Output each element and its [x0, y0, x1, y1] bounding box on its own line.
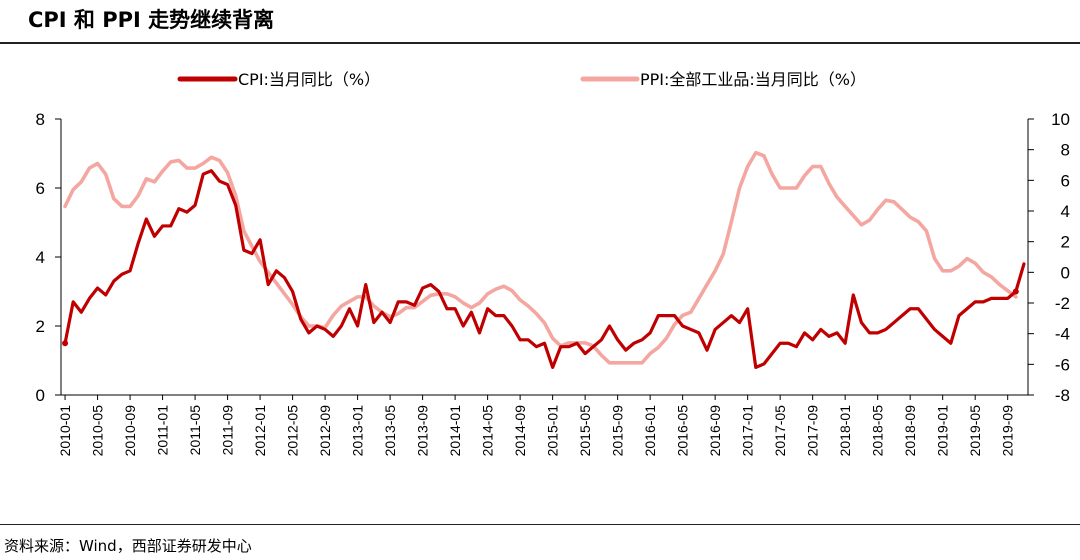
x-tick-label: 2019-01 — [935, 405, 951, 457]
legend-label-ppi: PPI:全部工业品:当月同比（%） — [640, 70, 866, 89]
series-line-ppi — [63, 150, 1018, 365]
left-tick-label: 0 — [36, 386, 45, 405]
right-tick-label: 4 — [1061, 202, 1070, 221]
x-tick-label: 2016-09 — [707, 405, 723, 457]
x-tick-label: 2015-05 — [577, 405, 593, 457]
x-tick-label: 2011-05 — [187, 405, 203, 456]
right-tick-label: 10 — [1051, 110, 1070, 129]
right-tick-label: 0 — [1061, 263, 1070, 282]
x-tick-label: 2017-09 — [805, 405, 821, 457]
x-tick-label: 2015-09 — [610, 405, 626, 457]
chart-title: CPI 和 PPI 走势继续背离 — [28, 8, 275, 32]
right-tick-label: -4 — [1055, 325, 1070, 344]
x-tick-label: 2016-05 — [675, 405, 691, 457]
x-tick-label: 2017-01 — [740, 405, 756, 457]
source-note: 资料来源：Wind，西部证券研发中心 — [4, 537, 252, 555]
right-axis-ticks: -8 -6 -4 -2 0 2 4 6 8 10 — [1028, 110, 1070, 405]
data-point — [1012, 288, 1019, 295]
x-tick-label: 2016-01 — [642, 405, 658, 457]
series-line-cpi — [63, 169, 1026, 369]
x-tick-label: 2019-05 — [967, 405, 983, 457]
x-tick-label: 2010-01 — [57, 405, 73, 457]
data-point — [62, 340, 69, 347]
x-tick-label: 2010-09 — [122, 405, 138, 457]
x-tick-label: 2013-05 — [382, 405, 398, 457]
right-tick-label: -2 — [1055, 294, 1070, 313]
x-tick-label: 2011-09 — [220, 405, 236, 456]
x-tick-label: 2012-09 — [317, 405, 333, 457]
x-tick-label: 2018-01 — [837, 405, 853, 457]
x-tick-label: 2013-09 — [415, 405, 431, 457]
left-axis-ticks: 0 2 4 6 8 — [36, 110, 61, 405]
right-tick-label: -8 — [1055, 386, 1070, 405]
series-layer — [62, 150, 1026, 369]
x-tick-label: 2013-01 — [350, 405, 366, 457]
x-tick-label: 2017-05 — [772, 405, 788, 457]
left-tick-label: 2 — [36, 317, 45, 336]
right-tick-label: 2 — [1061, 233, 1070, 252]
x-tick-label: 2010-05 — [90, 405, 106, 457]
x-tick-label: 2014-09 — [512, 405, 528, 457]
left-tick-label: 6 — [36, 179, 45, 198]
x-tick-label: 2012-01 — [252, 405, 268, 457]
right-tick-label: 6 — [1061, 171, 1070, 190]
line-chart: CPI:当月同比（%） PPI:全部工业品:当月同比（%） 0 2 4 6 8 -8 -6… — [36, 70, 1070, 456]
right-tick-label: -6 — [1055, 355, 1070, 374]
x-tick-label: 2012-05 — [285, 405, 301, 457]
left-tick-label: 8 — [36, 110, 45, 129]
x-tick-label: 2019-09 — [1000, 405, 1016, 457]
x-tick-label: 2014-01 — [447, 405, 463, 457]
left-tick-label: 4 — [36, 248, 45, 267]
x-tick-label: 2015-01 — [545, 405, 561, 457]
legend-label-cpi: CPI:当月同比（%） — [238, 70, 380, 89]
x-tick-label: 2018-09 — [902, 405, 918, 457]
x-tick-label: 2014-05 — [480, 405, 496, 457]
x-axis-ticks: 2010-01 2010-05 2010-09 2011-01 2011-05 2011-… — [57, 395, 1016, 456]
legend: CPI:当月同比（%） PPI:全部工业品:当月同比（%） — [177, 70, 866, 89]
bottom-divider — [0, 524, 1080, 525]
x-tick-label: 2018-05 — [870, 405, 886, 457]
top-divider — [0, 42, 1080, 44]
right-tick-label: 8 — [1061, 141, 1070, 160]
x-tick-label: 2011-01 — [155, 405, 171, 456]
